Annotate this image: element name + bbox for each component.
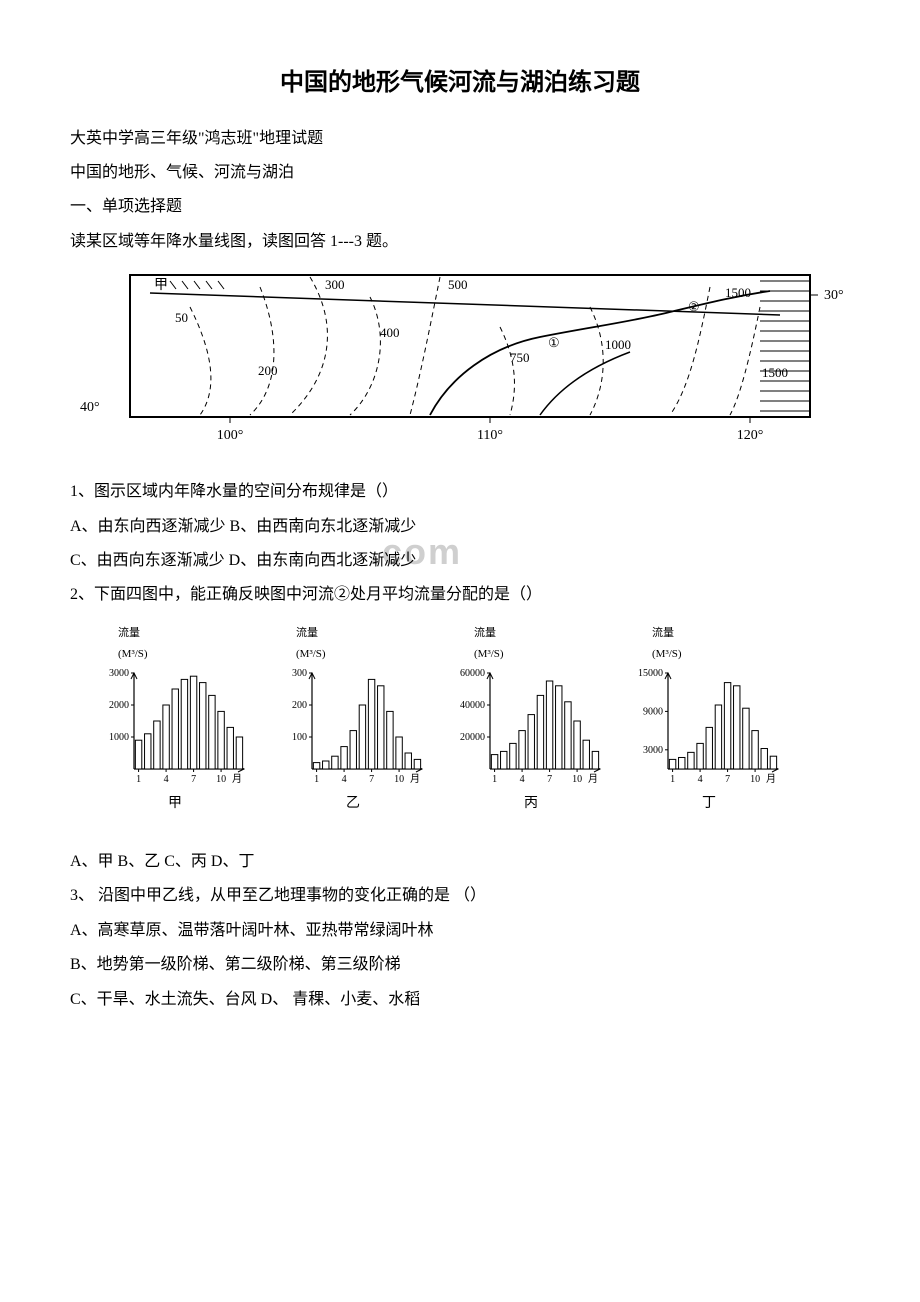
svg-text:甲: 甲 bbox=[154, 278, 168, 293]
svg-text:①: ① bbox=[548, 335, 560, 350]
question-2: 2、下面四图中，能正确反映图中河流②处月平均流量分配的是（） bbox=[70, 580, 850, 610]
chart-caption: 甲 bbox=[168, 791, 182, 818]
bar-chart: 3000 9000 15000 1 4 7 10 月 bbox=[634, 667, 784, 787]
svg-text:月: 月 bbox=[588, 773, 598, 785]
svg-text:100: 100 bbox=[292, 732, 307, 743]
discharge-chart-丁: 流量(M³/S) 3000 9000 15000 1 4 7 10 月丁 bbox=[634, 623, 784, 817]
svg-text:2000: 2000 bbox=[109, 700, 129, 711]
section-heading: 一、单项选择题 bbox=[70, 192, 850, 222]
svg-text:1000: 1000 bbox=[605, 337, 631, 352]
svg-text:7: 7 bbox=[369, 774, 374, 785]
instruction-text: 读某区域等年降水量线图，读图回答 1---3 题。 bbox=[70, 227, 850, 257]
map-figure: 100° 110° 120° 30° 40° 甲 50 200 300 400 500 750 1000… bbox=[70, 267, 850, 457]
subtitle-topic: 中国的地形、气候、河流与湖泊 bbox=[70, 158, 850, 188]
svg-text:100°: 100° bbox=[217, 428, 244, 443]
svg-text:60000: 60000 bbox=[460, 668, 485, 679]
svg-text:200: 200 bbox=[258, 363, 278, 378]
svg-text:4: 4 bbox=[698, 774, 703, 785]
discharge-chart-丙: 流量(M³/S) 20000 40000 60000 1 4 7 10 月丙 bbox=[456, 623, 606, 817]
svg-text:500: 500 bbox=[448, 277, 468, 292]
svg-text:15000: 15000 bbox=[638, 668, 663, 679]
chart-ylabel: 流量(M³/S) bbox=[296, 623, 326, 665]
q3-option-b: B、地势第一级阶梯、第二级阶梯、第三级阶梯 bbox=[70, 950, 850, 980]
svg-text:1: 1 bbox=[314, 774, 319, 785]
svg-text:1000: 1000 bbox=[109, 732, 129, 743]
chart-ylabel: 流量(M³/S) bbox=[474, 623, 504, 665]
svg-text:②: ② bbox=[688, 299, 700, 314]
svg-text:40000: 40000 bbox=[460, 700, 485, 711]
svg-text:200: 200 bbox=[292, 700, 307, 711]
chart-ylabel: 流量(M³/S) bbox=[652, 623, 682, 665]
charts-row: 流量(M³/S) 1000 2000 3000 1 4 7 10 月甲 流量(M³/S) 100 20… bbox=[100, 623, 850, 817]
svg-text:月: 月 bbox=[410, 773, 420, 785]
page-title: 中国的地形气候河流与湖泊练习题 bbox=[70, 60, 850, 106]
subtitle-school: 大英中学高三年级"鸿志班"地理试题 bbox=[70, 124, 850, 154]
svg-text:120°: 120° bbox=[737, 428, 764, 443]
svg-text:7: 7 bbox=[725, 774, 730, 785]
svg-text:7: 7 bbox=[547, 774, 552, 785]
svg-text:1: 1 bbox=[492, 774, 497, 785]
svg-text:9000: 9000 bbox=[643, 706, 663, 717]
svg-text:月: 月 bbox=[232, 773, 242, 785]
svg-text:10: 10 bbox=[216, 774, 226, 785]
q3-option-a: A、高寒草原、温带落叶阔叶林、亚热带常绿阔叶林 bbox=[70, 916, 850, 946]
svg-text:10: 10 bbox=[750, 774, 760, 785]
question-1: 1、图示区域内年降水量的空间分布规律是（） bbox=[70, 477, 850, 507]
q2-options: A、甲 B、乙 C、丙 D、丁 bbox=[70, 847, 850, 877]
svg-text:30°: 30° bbox=[824, 288, 844, 303]
svg-text:10: 10 bbox=[394, 774, 404, 785]
svg-text:300: 300 bbox=[325, 277, 345, 292]
svg-text:4: 4 bbox=[164, 774, 169, 785]
chart-caption: 乙 bbox=[346, 791, 360, 818]
question-3: 3、 沿图中甲乙线，从甲至乙地理事物的变化正确的是 （） bbox=[70, 881, 850, 911]
svg-text:3000: 3000 bbox=[643, 744, 663, 755]
svg-text:110°: 110° bbox=[477, 428, 503, 443]
svg-text:1500: 1500 bbox=[762, 365, 788, 380]
precipitation-map: 100° 110° 120° 30° 40° 甲 50 200 300 400 500 750 1000… bbox=[70, 267, 850, 457]
svg-text:20000: 20000 bbox=[460, 732, 485, 743]
svg-text:7: 7 bbox=[191, 774, 196, 785]
svg-text:50: 50 bbox=[175, 310, 188, 325]
discharge-chart-甲: 流量(M³/S) 1000 2000 3000 1 4 7 10 月甲 bbox=[100, 623, 250, 817]
bar-chart: 1000 2000 3000 1 4 7 10 月 bbox=[100, 667, 250, 787]
svg-text:1: 1 bbox=[670, 774, 675, 785]
bar-chart: 100 200 300 1 4 7 10 月 bbox=[278, 667, 428, 787]
chart-caption: 丁 bbox=[702, 791, 716, 818]
svg-text:月: 月 bbox=[766, 773, 776, 785]
svg-text:10: 10 bbox=[572, 774, 582, 785]
svg-text:3000: 3000 bbox=[109, 668, 129, 679]
svg-text:400: 400 bbox=[380, 325, 400, 340]
discharge-chart-乙: 流量(M³/S) 100 200 300 1 4 7 10 月乙 bbox=[278, 623, 428, 817]
svg-text:750: 750 bbox=[510, 350, 530, 365]
chart-caption: 丙 bbox=[524, 791, 538, 818]
q1-options-ab: A、由东向西逐渐减少 B、由西南向东北逐渐减少 bbox=[70, 512, 850, 542]
svg-text:300: 300 bbox=[292, 668, 307, 679]
chart-ylabel: 流量(M³/S) bbox=[118, 623, 148, 665]
q3-options-cd: C、干旱、水土流失、台风 D、 青稞、小麦、水稻 bbox=[70, 985, 850, 1015]
q1-options-cd: C、由西向东逐渐减少 D、由东南向西北逐渐减少 bbox=[70, 546, 850, 576]
svg-text:4: 4 bbox=[342, 774, 347, 785]
svg-text:40°: 40° bbox=[80, 400, 100, 415]
svg-text:4: 4 bbox=[520, 774, 525, 785]
svg-text:1: 1 bbox=[136, 774, 141, 785]
bar-chart: 20000 40000 60000 1 4 7 10 月 bbox=[456, 667, 606, 787]
